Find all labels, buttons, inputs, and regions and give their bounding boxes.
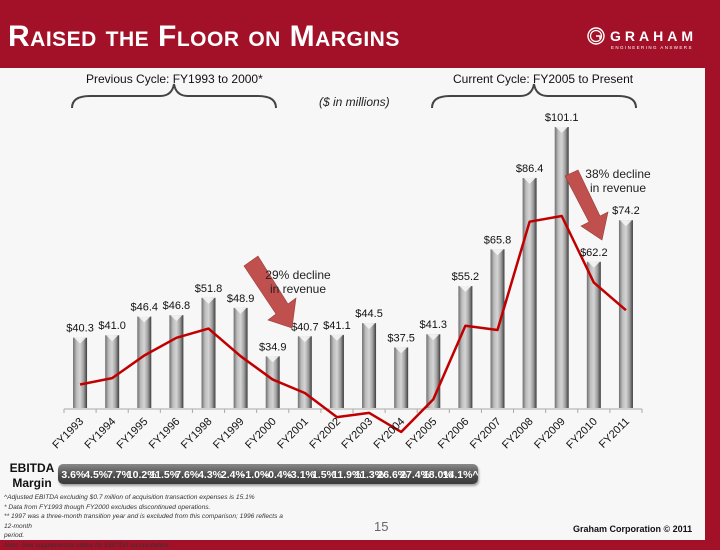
- footnotes: ^Adjusted EBITDA excluding $0.7 million …: [4, 493, 294, 550]
- page-number: 15: [374, 519, 388, 534]
- revenue-bar: [458, 286, 472, 408]
- revenue-data-label: $41.1: [323, 320, 351, 332]
- revenue-data-label: $40.3: [66, 323, 94, 335]
- x-tick-label: FY2002: [307, 416, 343, 452]
- decline-annotation-1-line2: in revenue: [270, 282, 326, 296]
- revenue-data-label: $37.5: [387, 332, 415, 344]
- revenue-data-label: $40.7: [291, 321, 319, 333]
- revenue-bar: [330, 335, 344, 408]
- x-tick-label: FY2007: [468, 416, 504, 452]
- previous-cycle-brace: [72, 84, 276, 108]
- revenue-bar: [169, 315, 183, 408]
- x-tick-label: FY1998: [179, 416, 215, 452]
- decline-annotation-2-line1: 38% decline: [585, 167, 651, 181]
- revenue-data-label: $41.0: [98, 320, 126, 332]
- x-tick-label: FY2009: [532, 416, 568, 452]
- ebitda-margin-label: EBITDA Margin: [8, 461, 56, 491]
- footnote: ^Adjusted EBITDA excluding $0.7 million …: [4, 493, 294, 503]
- revenue-bar: [73, 338, 87, 408]
- revenue-bar: [202, 298, 216, 408]
- ebitda-margin-line: [80, 216, 626, 432]
- revenue-data-label: $55.2: [452, 271, 480, 283]
- revenue-bar: [105, 335, 119, 408]
- ebitda-margin-bar: [58, 464, 478, 484]
- x-tick-label: FY1999: [211, 416, 247, 452]
- x-tick-label: FY2001: [275, 416, 311, 452]
- revenue-bar: [234, 308, 248, 408]
- footnote: ** 1997 was a three-month transition yea…: [4, 512, 294, 531]
- revenue-data-label: $51.8: [195, 283, 223, 295]
- revenue-data-label: $62.2: [580, 247, 608, 259]
- revenue-data-label: $65.8: [484, 234, 512, 246]
- x-tick-label: FY2008: [500, 416, 536, 452]
- decline-annotation-2-line2: in revenue: [590, 181, 646, 195]
- revenue-data-label: $48.9: [227, 293, 255, 305]
- revenue-bar: [523, 178, 537, 408]
- revenue-data-label: $46.4: [131, 302, 159, 314]
- revenue-bar: [555, 127, 569, 408]
- revenue-data-label: $34.9: [259, 341, 287, 353]
- ebitda-label-line1: EBITDA: [8, 461, 56, 476]
- revenue-data-label: $86.4: [516, 163, 544, 175]
- x-tick-label: FY2003: [339, 416, 375, 452]
- revenue-bar: [394, 347, 408, 408]
- x-tick-label: FY1996: [147, 416, 183, 452]
- footnote: * Data from FY1993 though FY2000 exclude…: [4, 503, 294, 513]
- x-tick-label: FY2010: [564, 416, 600, 452]
- revenue-bar: [137, 317, 151, 408]
- footnote: period.: [4, 531, 294, 541]
- x-tick-label: FY2000: [243, 416, 279, 452]
- x-tick-label: FY2006: [436, 416, 472, 452]
- revenue-data-label: $44.5: [355, 308, 383, 320]
- footnote: Note: See supplemental slides for EBITDA…: [4, 541, 294, 550]
- x-tick-label: FY1995: [115, 416, 151, 452]
- revenue-bar: [362, 323, 376, 408]
- x-tick-label: FY1994: [83, 416, 119, 452]
- x-tick-label: FY2005: [404, 416, 440, 452]
- x-tick-label: FY2004: [372, 416, 408, 452]
- revenue-data-label: $41.3: [420, 319, 448, 331]
- decline-annotation-1-line1: 29% decline: [265, 268, 331, 282]
- ebitda-label-line2: Margin: [8, 476, 56, 491]
- revenue-data-label: $101.1: [545, 112, 579, 124]
- x-tick-label: FY1993: [50, 416, 86, 452]
- revenue-data-label: $74.2: [612, 205, 640, 217]
- current-cycle-brace: [432, 84, 636, 108]
- x-tick-label: FY2011: [597, 416, 632, 451]
- copyright: Graham Corporation © 2011: [573, 524, 692, 534]
- revenue-bar: [619, 220, 633, 408]
- revenue-data-label: $46.8: [163, 300, 191, 312]
